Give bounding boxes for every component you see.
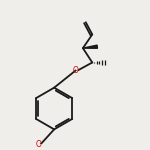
Text: O: O bbox=[36, 140, 42, 149]
Polygon shape bbox=[83, 45, 98, 48]
Text: O: O bbox=[73, 66, 79, 75]
